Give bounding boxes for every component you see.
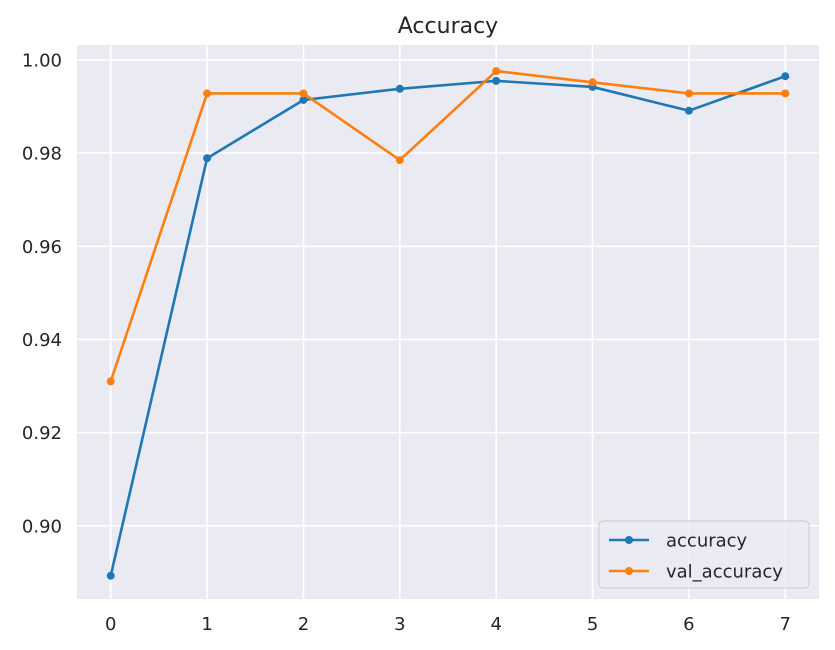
legend-frame	[598, 520, 810, 589]
data-point	[588, 78, 597, 87]
data-point	[203, 154, 212, 163]
data-point	[203, 89, 212, 98]
data-point	[781, 72, 790, 81]
data-point	[492, 76, 501, 85]
series-layer	[106, 67, 790, 580]
x-tick-label: 4	[490, 614, 501, 635]
x-tick-label: 6	[683, 614, 694, 635]
data-point	[684, 89, 693, 98]
series-val-accuracy	[106, 67, 790, 386]
series-line	[109, 74, 787, 578]
y-tick-label: 0.92	[22, 423, 62, 444]
legend-marker	[625, 567, 633, 575]
data-point	[106, 571, 115, 580]
series-accuracy	[106, 72, 790, 580]
legend-marker	[625, 536, 633, 544]
legend-label: val_accuracy	[666, 562, 783, 583]
data-point	[299, 95, 308, 104]
legend-label: accuracy	[666, 531, 748, 552]
data-point	[395, 84, 404, 93]
y-axis-ticks: 0.90 0.92 0.94 0.96 0.98 1.00	[22, 50, 62, 537]
x-tick-label: 2	[298, 614, 309, 635]
legend-item: accuracy	[609, 531, 748, 552]
legend: accuracy val_accuracy	[598, 520, 810, 589]
chart-title: Accuracy	[398, 14, 498, 39]
y-tick-label: 0.90	[22, 516, 62, 537]
x-tick-label: 0	[105, 614, 116, 635]
series-line	[109, 69, 787, 383]
data-point	[492, 67, 501, 76]
legend-item: val_accuracy	[609, 562, 783, 583]
y-tick-label: 0.96	[22, 237, 62, 258]
y-tick-label: 0.94	[22, 330, 62, 351]
x-tick-label: 1	[201, 614, 212, 635]
data-point	[395, 156, 404, 165]
data-point	[106, 377, 115, 386]
data-point	[299, 89, 308, 98]
y-tick-label: 1.00	[22, 50, 62, 71]
plot-background	[77, 45, 819, 599]
data-point	[781, 89, 790, 98]
x-tick-label: 7	[780, 614, 791, 635]
y-tick-label: 0.98	[22, 144, 62, 165]
data-point	[684, 106, 693, 115]
grid	[77, 45, 819, 599]
x-tick-label: 3	[394, 614, 405, 635]
x-tick-label: 5	[587, 614, 598, 635]
x-axis-ticks: 0 1 2 3 4 5 6 7	[105, 614, 791, 635]
